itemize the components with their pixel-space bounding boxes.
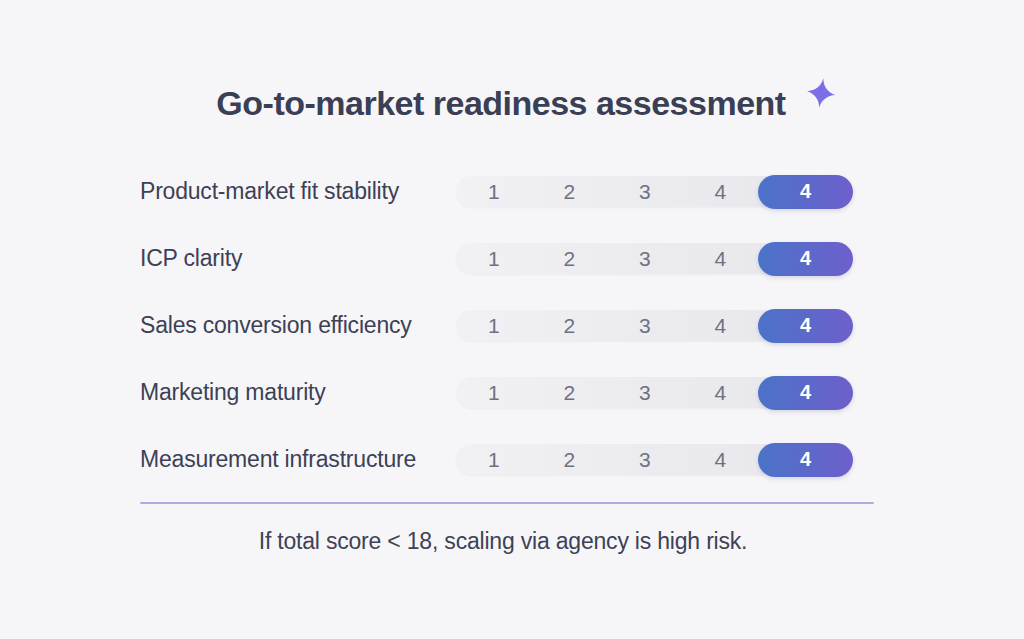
rating-option-4[interactable]: 4 (683, 381, 759, 405)
rating-option-2[interactable]: 2 (532, 247, 608, 271)
rating-option-1[interactable]: 1 (456, 314, 532, 338)
rating-option-3[interactable]: 3 (607, 247, 683, 271)
rating-option-3[interactable]: 3 (607, 314, 683, 338)
assessment-slide: Go-to-market readiness assessment Produc… (0, 0, 1024, 639)
table-row: Measurement infrastructure 1 2 3 4 4 (140, 426, 852, 493)
table-row: Product-market fit stability 1 2 3 4 4 (140, 158, 852, 225)
rating-option-3[interactable]: 3 (607, 180, 683, 204)
row-label: ICP clarity (140, 245, 456, 272)
rating-option-1[interactable]: 1 (456, 247, 532, 271)
rating-option-2[interactable]: 2 (532, 448, 608, 472)
table-row: Sales conversion efficiency 1 2 3 4 4 (140, 292, 852, 359)
assessment-rows: Product-market fit stability 1 2 3 4 4 I… (140, 158, 852, 493)
rating-scale: 1 2 3 4 4 (456, 377, 852, 408)
selected-score-pill[interactable]: 4 (758, 443, 853, 477)
row-label: Sales conversion efficiency (140, 312, 456, 339)
title-row: Go-to-market readiness assessment (0, 84, 1024, 123)
rating-scale: 1 2 3 4 4 (456, 310, 852, 341)
row-label: Measurement infrastructure (140, 446, 456, 473)
rating-option-1[interactable]: 1 (456, 448, 532, 472)
rating-option-2[interactable]: 2 (532, 381, 608, 405)
rating-option-2[interactable]: 2 (532, 314, 608, 338)
selected-score-pill[interactable]: 4 (758, 175, 853, 209)
rating-option-4[interactable]: 4 (683, 180, 759, 204)
selected-score-pill[interactable]: 4 (758, 242, 853, 276)
rating-option-4[interactable]: 4 (683, 247, 759, 271)
rating-option-1[interactable]: 1 (456, 381, 532, 405)
rating-option-3[interactable]: 3 (607, 448, 683, 472)
rating-option-4[interactable]: 4 (683, 448, 759, 472)
rating-scale: 1 2 3 4 4 (456, 444, 852, 475)
table-row: Marketing maturity 1 2 3 4 4 (140, 359, 852, 426)
row-label: Marketing maturity (140, 379, 456, 406)
rating-scale: 1 2 3 4 4 (456, 243, 852, 274)
sparkle-icon (803, 76, 837, 114)
rating-option-2[interactable]: 2 (532, 180, 608, 204)
table-row: ICP clarity 1 2 3 4 4 (140, 225, 852, 292)
page-title: Go-to-market readiness assessment (216, 84, 785, 123)
rating-option-1[interactable]: 1 (456, 180, 532, 204)
selected-score-pill[interactable]: 4 (758, 309, 853, 343)
footer-note: If total score < 18, scaling via agency … (0, 528, 1006, 555)
row-label: Product-market fit stability (140, 178, 456, 205)
rating-scale: 1 2 3 4 4 (456, 176, 852, 207)
selected-score-pill[interactable]: 4 (758, 376, 853, 410)
rating-option-4[interactable]: 4 (683, 314, 759, 338)
rating-option-3[interactable]: 3 (607, 381, 683, 405)
divider (140, 502, 874, 504)
